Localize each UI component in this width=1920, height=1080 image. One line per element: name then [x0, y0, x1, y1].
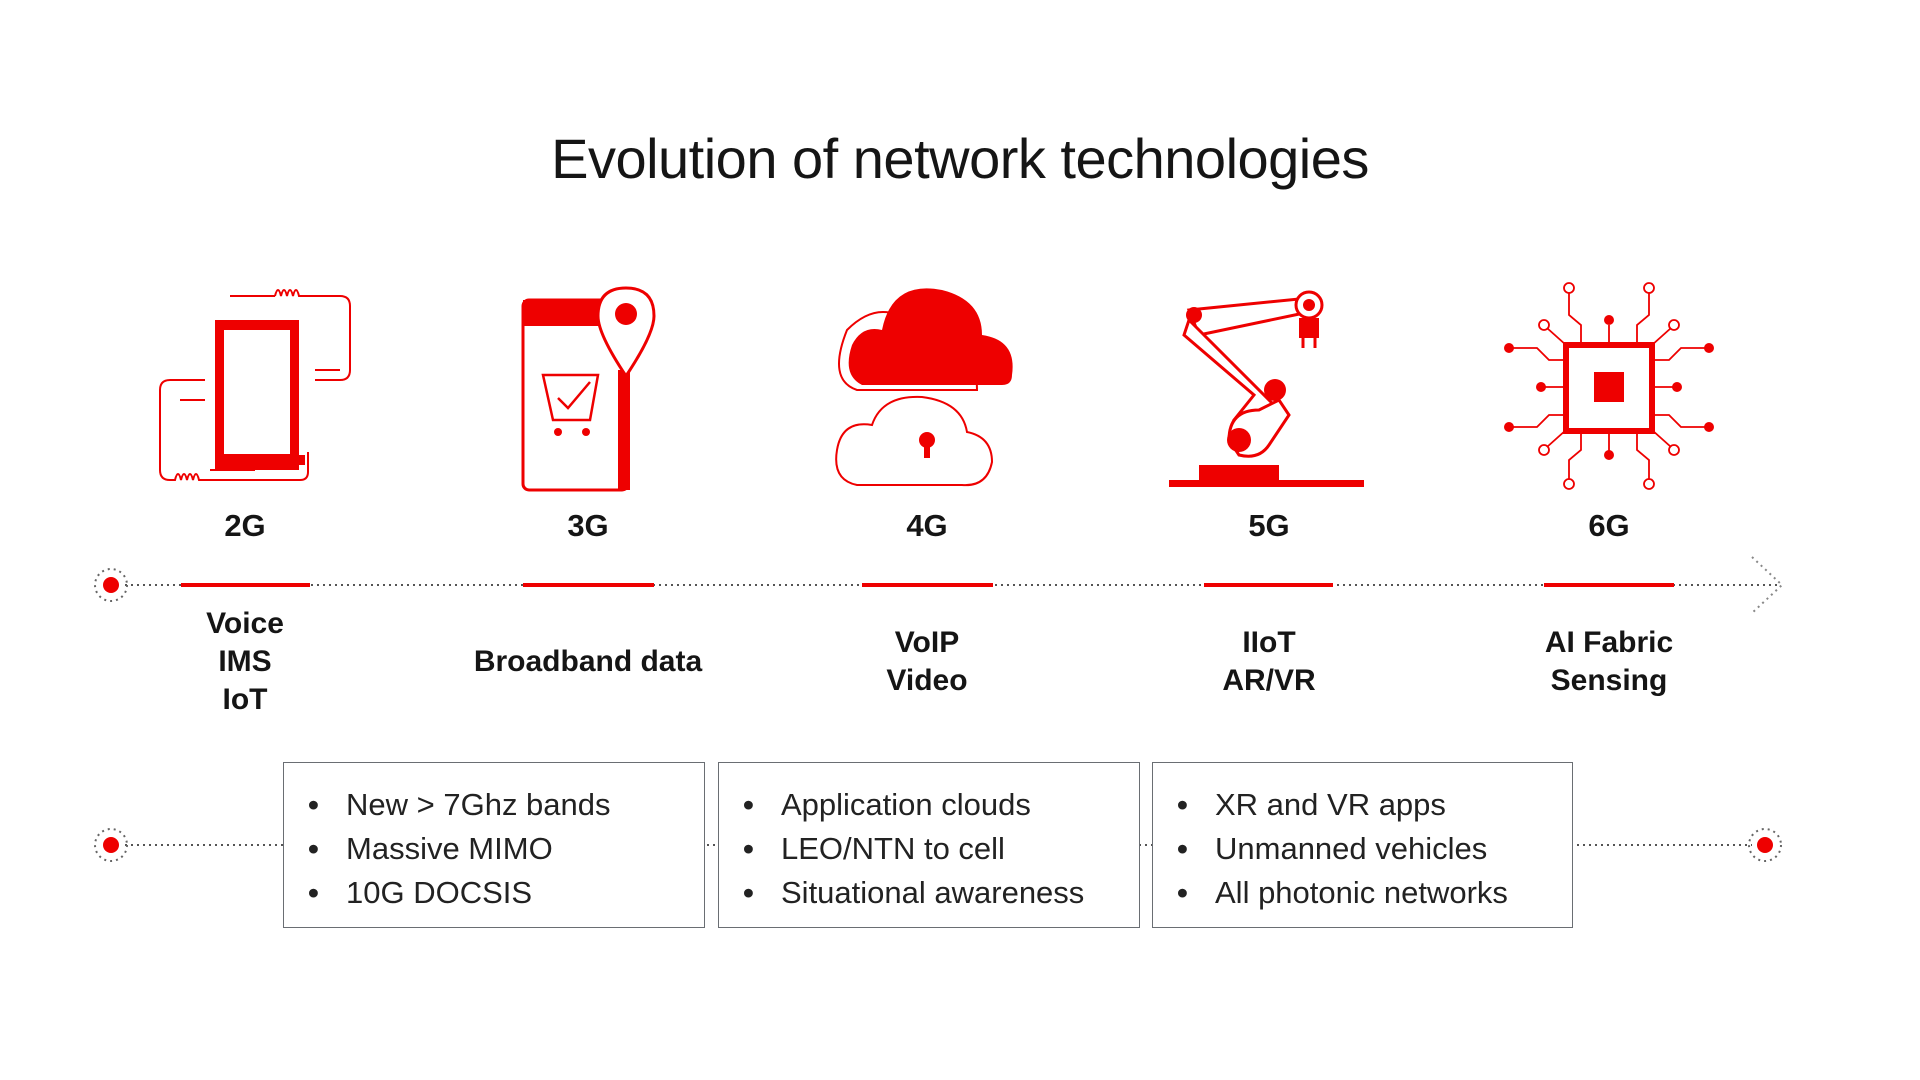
gen-label-4g: 4G: [906, 508, 948, 543]
gen-label-3g: 3G: [567, 508, 609, 543]
segment-4g: [862, 583, 993, 587]
cloud-lock-icon: [835, 288, 1013, 487]
list-item: • LEO/NTN to cell: [743, 831, 1005, 866]
list-item: • Situational awareness: [743, 875, 1085, 910]
feature: AI Fabric: [1544, 626, 1674, 659]
bottom-end-dot: [1757, 837, 1773, 853]
feature: VoIP: [894, 626, 960, 659]
segment-5g: [1204, 583, 1333, 587]
features-3g: Broadband data: [438, 643, 738, 681]
segment-3g: [523, 583, 654, 587]
phone-shopping-cart-location-icon: [521, 286, 656, 492]
feature: Voice: [206, 607, 284, 640]
feature: AR/VR: [1222, 664, 1316, 697]
list-item: • New > 7Ghz bands: [308, 787, 611, 822]
top-timeline: [94, 556, 1784, 614]
detail-box-3: • XR and VR apps • Unmanned vehicles • All …: [1152, 762, 1573, 928]
feature: IoT: [222, 683, 268, 716]
detail-box-2: • Application clouds • LEO/NTN to cell • Si…: [718, 762, 1140, 928]
start-dot-ring: [94, 568, 128, 602]
feature: IMS: [218, 645, 272, 678]
feature: Video: [886, 664, 968, 697]
robot-arm-icon: [1169, 290, 1364, 487]
list-item: • Unmanned vehicles: [1177, 831, 1488, 866]
chip-icon: [1504, 282, 1714, 490]
segment-6g: [1544, 583, 1674, 587]
bottom-start-ring: [94, 828, 128, 862]
feature: Sensing: [1550, 664, 1668, 697]
list-item: • XR and VR apps: [1177, 787, 1446, 822]
list-item: • All photonic networks: [1177, 875, 1508, 910]
segment-2g: [181, 583, 310, 587]
arrow-head-icon: [1751, 556, 1784, 614]
feature: IIoT: [1242, 626, 1296, 659]
list-item: • 10G DOCSIS: [308, 875, 533, 910]
features-4g: VoIP Video: [777, 624, 1077, 700]
start-dot: [103, 577, 119, 593]
detail-box-1: • New > 7Ghz bands • Massive MIMO • 10G DOC…: [283, 762, 705, 928]
features-2g: Voice IMS IoT: [95, 605, 395, 719]
list-item: • Application clouds: [743, 787, 1031, 822]
bottom-start-dot: [103, 837, 119, 853]
gen-label-6g: 6G: [1588, 508, 1630, 543]
gen-label-5g: 5G: [1248, 508, 1290, 543]
page-title: Evolution of network technologies: [551, 127, 1369, 190]
phone-signal-icon: [159, 289, 351, 481]
bottom-end-ring: [1748, 828, 1782, 862]
feature: Broadband data: [473, 645, 703, 678]
gen-label-2g: 2G: [224, 508, 266, 543]
features-5g: IIoT AR/VR: [1119, 624, 1419, 700]
features-6g: AI Fabric Sensing: [1459, 624, 1759, 700]
list-item: • Massive MIMO: [308, 831, 553, 866]
